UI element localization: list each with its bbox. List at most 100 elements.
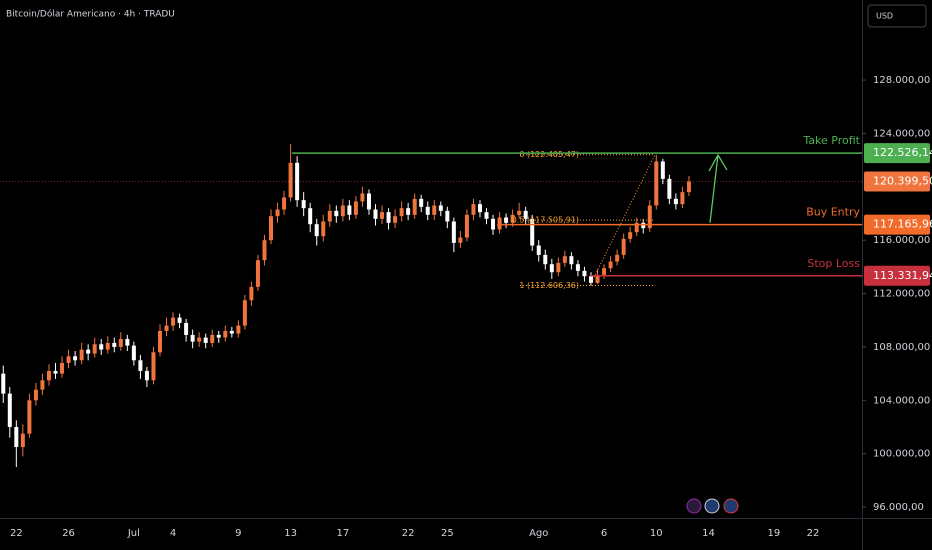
candle-body (432, 205, 437, 215)
candle-body (301, 200, 306, 209)
candle-body (386, 212, 391, 223)
candle-body (491, 218, 496, 230)
y-tick-label: 104.000,00 (873, 395, 930, 406)
candle-body (229, 330, 234, 334)
candle-body (458, 237, 463, 243)
level-name: Stop Loss (807, 257, 860, 270)
candle-body (308, 208, 313, 225)
level-name: Take Profit (802, 134, 860, 147)
candle-body (667, 178, 672, 199)
candle-body (125, 338, 130, 346)
level-name: Buy Entry (806, 206, 860, 219)
currency-box[interactable] (867, 4, 927, 28)
x-tick-label: Jul (127, 528, 140, 539)
candle-body (190, 334, 195, 342)
candle-body (406, 208, 411, 215)
candle-body (484, 212, 489, 219)
x-tick-label: 14 (702, 528, 715, 539)
candle-body (340, 205, 345, 217)
y-tick-label: 112.000,00 (873, 289, 930, 300)
candle-body (151, 352, 156, 381)
y-tick-label: 116.000,00 (873, 235, 930, 246)
x-tick-label: 22 (402, 528, 415, 539)
candle-body (73, 356, 78, 361)
fib-label: 0.5 (117.505,91) (512, 216, 579, 225)
candle-body (27, 400, 32, 434)
candle-body (255, 260, 260, 287)
candle-body (562, 256, 567, 263)
candle-body (66, 356, 71, 363)
level-tag (864, 265, 930, 286)
candle-body (20, 433, 25, 448)
x-tick-label: 13 (284, 528, 297, 539)
candle-body (425, 206, 430, 215)
candle-body (118, 338, 123, 347)
candle-body (7, 393, 12, 427)
candle-body (412, 198, 417, 215)
candle-body (60, 362, 65, 374)
candle-body (393, 216, 398, 223)
candle-body (569, 256, 574, 265)
candle-body (536, 245, 541, 255)
currency-label[interactable]: USD (876, 12, 893, 21)
candle-body (686, 181, 691, 193)
candle-body (184, 322, 189, 335)
candle-body (582, 270, 587, 277)
x-tick-label: 9 (235, 528, 241, 539)
candle-body (588, 276, 593, 283)
last-price-tag (864, 171, 930, 192)
candle-body (269, 216, 274, 241)
candle-body (399, 208, 404, 217)
candle-body (353, 201, 358, 215)
y-tick-label: 96.000,00 (873, 502, 924, 513)
level-tag (864, 214, 930, 235)
candle-body (171, 317, 176, 326)
candle-body (373, 209, 378, 219)
candle-body (216, 334, 221, 338)
icon[interactable] (686, 498, 702, 514)
candle-body (575, 264, 580, 271)
candle-body (530, 218, 535, 246)
candle-body (275, 209, 280, 217)
candle-body (210, 334, 215, 343)
y-tick-label: 124.000,00 (873, 128, 930, 139)
y-tick-label: 108.000,00 (873, 342, 930, 353)
y-tick-label: 100.000,00 (873, 449, 930, 460)
candle-body (654, 161, 659, 206)
candle-body (504, 217, 509, 223)
candle-body (464, 214, 469, 238)
candle-body (556, 262, 561, 273)
candle-body (131, 345, 136, 361)
target-arrow (708, 153, 728, 223)
candle-body (14, 426, 19, 448)
candle-body (223, 330, 228, 338)
candle-body (144, 370, 149, 381)
candle-body (477, 204, 482, 213)
level-tag (864, 143, 930, 164)
candle-body (641, 222, 646, 229)
candle-body (262, 240, 267, 261)
x-tick-label: 17 (336, 528, 349, 539)
candle-body (602, 268, 607, 275)
y-tick-label: 128.000,00 (873, 75, 930, 86)
x-tick-label: 22 (10, 528, 23, 539)
candle-body (621, 238, 626, 255)
candle-body (497, 217, 502, 230)
icon[interactable] (704, 498, 720, 514)
candle-body (99, 344, 104, 350)
candle-body (634, 222, 639, 233)
candle-body (79, 349, 84, 361)
candle-body (112, 342, 117, 347)
icon[interactable] (723, 498, 739, 514)
candle-body (33, 389, 38, 401)
chart-title: Bitcoin/Dólar Americano · 4h · TRADU (6, 9, 175, 20)
fib-label: 1 (112.606,36) (519, 281, 579, 290)
candle-body (360, 193, 365, 202)
candle-body (660, 161, 665, 179)
x-tick-label: 10 (650, 528, 663, 539)
candle-body (46, 370, 51, 381)
candle-body (157, 330, 162, 353)
fib-label: 0 (122.405,47) (519, 150, 579, 159)
